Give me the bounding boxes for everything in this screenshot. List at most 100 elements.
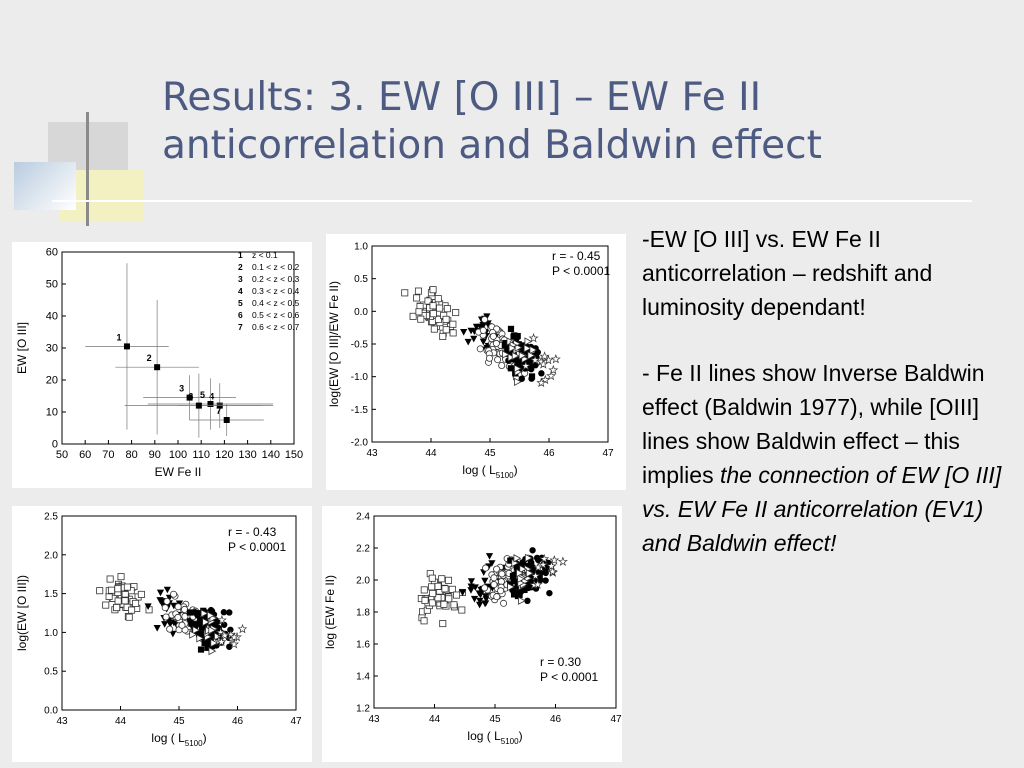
data-point-filled-circle bbox=[527, 578, 535, 585]
data-point-open-circle bbox=[479, 326, 487, 334]
y-tick-label: 1.0 bbox=[44, 628, 58, 639]
data-point-filled-square bbox=[201, 639, 208, 647]
data-point-open-square bbox=[424, 297, 432, 305]
data-point-open-star bbox=[229, 639, 240, 649]
data-point-filled-circle bbox=[527, 559, 535, 566]
data-point-filled-circle bbox=[520, 558, 527, 566]
x-axis-label: EW Fe II bbox=[155, 465, 202, 479]
data-point-filled-square bbox=[511, 332, 518, 339]
data-point-open-triangle bbox=[517, 574, 526, 583]
data-point-filled-circle bbox=[227, 626, 234, 633]
data-point-filled-circle bbox=[513, 335, 520, 342]
legend-text: 0.6 < z < 0.7 bbox=[252, 322, 300, 332]
data-point-open-star bbox=[536, 377, 547, 388]
data-point-open-square bbox=[420, 617, 428, 625]
x-tick-label: 150 bbox=[285, 449, 303, 461]
data-point-open-square bbox=[440, 600, 448, 608]
data-point-open-triangle bbox=[518, 351, 527, 360]
y-axis-label: log(EW [O III]) bbox=[15, 575, 29, 651]
y-tick-label: -1.5 bbox=[351, 405, 369, 416]
data-point-open-square bbox=[409, 312, 417, 320]
data-point-filled-triangle bbox=[471, 584, 479, 591]
title-divider bbox=[52, 200, 972, 202]
legend-text: 0.1 < z < 0.2 bbox=[252, 262, 300, 272]
data-point-open-circle bbox=[481, 316, 489, 324]
data-point-open-triangle bbox=[207, 611, 215, 620]
x-tick-label: 47 bbox=[602, 448, 614, 459]
data-point-open-circle bbox=[490, 581, 498, 589]
data-point-filled-triangle bbox=[475, 590, 483, 597]
data-point-open-square bbox=[421, 597, 429, 605]
y-tick-label: 40 bbox=[46, 311, 58, 323]
data-point-open-square bbox=[429, 286, 437, 294]
x-tick-label: 46 bbox=[543, 448, 555, 459]
x-tick-label: 43 bbox=[366, 448, 378, 459]
data-point-open-square bbox=[442, 315, 450, 323]
data-point-filled-triangle bbox=[153, 624, 161, 632]
data-point-open-square bbox=[436, 304, 444, 312]
data-point-filled-circle bbox=[529, 547, 536, 554]
x-tick-label: 47 bbox=[290, 716, 302, 727]
data-point-open-circle bbox=[178, 621, 186, 629]
data-point-filled-square bbox=[195, 402, 202, 409]
data-point-open-triangle bbox=[200, 609, 209, 618]
data-point-filled-square bbox=[509, 572, 517, 580]
data-point-open-circle bbox=[498, 570, 506, 578]
data-point-filled-circle bbox=[542, 577, 549, 584]
data-point-open-square bbox=[420, 586, 428, 594]
body-paragraph-2-plain: - Fe II lines show Inverse Baldwin effec… bbox=[642, 360, 985, 488]
x-tick-label: 45 bbox=[484, 448, 496, 459]
data-point-filled-square bbox=[197, 646, 205, 653]
data-point-filled-triangle bbox=[460, 329, 468, 336]
x-tick-label: 44 bbox=[425, 448, 437, 459]
data-point-label: 6 bbox=[188, 392, 193, 402]
y-tick-label: 2.2 bbox=[356, 544, 370, 555]
y-tick-label: 1.5 bbox=[44, 589, 58, 600]
data-point-filled-triangle bbox=[481, 577, 489, 585]
data-point-open-circle bbox=[162, 613, 170, 621]
data-point-label: 7 bbox=[216, 406, 221, 416]
y-tick-label: 1.0 bbox=[354, 242, 368, 253]
data-point-open-triangle bbox=[514, 377, 522, 386]
data-point-open-circle bbox=[181, 605, 189, 613]
data-point-open-square bbox=[442, 326, 450, 334]
chart-ew-oiii-vs-ew-feii: 50 60 70 80 90 100 110 120 130 140 150 0 10 20 30 40 50 6… bbox=[12, 242, 312, 488]
data-point-open-square bbox=[429, 310, 437, 318]
data-point-open-square bbox=[428, 574, 436, 582]
data-point-open-square bbox=[448, 585, 456, 593]
data-point-filled-triangle bbox=[161, 621, 169, 628]
legend-text: z < 0.1 bbox=[252, 250, 278, 260]
data-point-filled-square bbox=[186, 609, 194, 616]
y-tick-label: 0.5 bbox=[44, 667, 58, 678]
data-point-open-square bbox=[450, 601, 458, 609]
data-point-filled-circle bbox=[535, 556, 542, 564]
x-tick-label: 50 bbox=[56, 449, 68, 461]
x-tick-label: 46 bbox=[232, 716, 244, 727]
y-tick-label: 2.5 bbox=[44, 512, 58, 523]
data-point-filled-circle bbox=[220, 621, 228, 628]
data-point-label: 1 bbox=[116, 332, 121, 342]
data-point-open-circle bbox=[166, 625, 174, 633]
data-point-open-circle bbox=[163, 597, 171, 605]
y-tick-label: 0 bbox=[52, 439, 58, 451]
y-axis-label: log (EW Fe II) bbox=[323, 575, 337, 649]
chart-ew-feii-vs-luminosity-svg: 43 44 45 46 47 1.2 1.4 1.6 1.8 2.0 2.2 2.4 log ( L51… bbox=[323, 512, 622, 747]
data-point-open-square bbox=[445, 576, 453, 584]
chart-ew-oiii-vs-luminosity-svg: 43 44 45 46 47 0.0 0.5 1.0 1.5 2.0 2.5 log ( L5100)… bbox=[15, 512, 302, 749]
data-point-open-square bbox=[414, 287, 422, 295]
data-point-open-star bbox=[538, 359, 549, 369]
data-point-open-square bbox=[438, 575, 446, 583]
data-point-open-circle bbox=[174, 613, 182, 621]
data-point-open-square bbox=[121, 597, 129, 605]
y-tick-label: 2.0 bbox=[44, 550, 58, 561]
y-tick-label: 2.4 bbox=[356, 512, 370, 523]
data-point-filled-square bbox=[199, 634, 206, 641]
y-tick-label: -2.0 bbox=[351, 438, 369, 449]
y-tick-label: 1.4 bbox=[356, 672, 370, 683]
data-point-open-triangle bbox=[208, 646, 217, 656]
stat-annotation: P < 0.0001 bbox=[228, 540, 286, 554]
data-point-open-square bbox=[106, 575, 114, 583]
data-point-filled-square bbox=[507, 557, 514, 564]
data-point-filled-square bbox=[191, 623, 199, 630]
x-tick-label: 47 bbox=[610, 714, 622, 725]
